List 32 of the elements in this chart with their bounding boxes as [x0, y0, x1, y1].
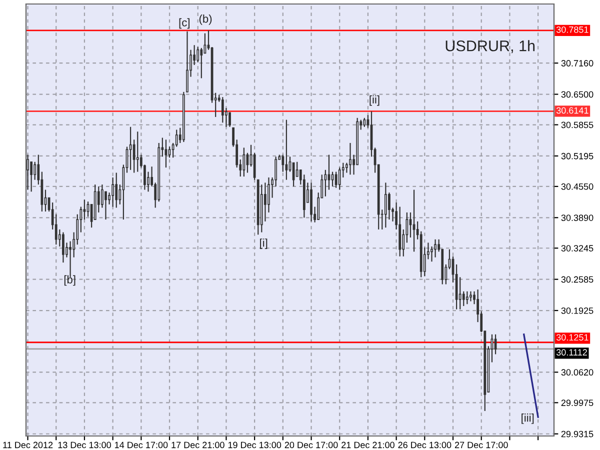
- x-tick-label: 20 Dec 17:00: [284, 442, 338, 448]
- y-tick-label: 30.3245: [561, 245, 594, 252]
- text: USDRUR, 1h: [446, 40, 535, 54]
- y-tick-label: 29.9975: [561, 400, 594, 406]
- y-tick-label: 30.5195: [561, 152, 594, 160]
- x-tick-label: 14 Dec 17:00: [115, 442, 168, 448]
- x-tick-label: 13 Dec 13:00: [58, 442, 111, 448]
- annotation: [i]: [260, 238, 268, 249]
- x-tick-label: 11 Dec 2012: [3, 442, 53, 448]
- annotation: [ii]: [370, 95, 380, 106]
- y-tick-label: 30.4550: [561, 183, 594, 190]
- y-tick-label: 30.3890: [561, 214, 594, 221]
- y-tick-label: 30.6500: [561, 91, 594, 98]
- y-tick-label: 30.1925: [561, 307, 594, 314]
- annotation: (b): [199, 14, 212, 25]
- x-tick-label: 17 Dec 21:00: [172, 442, 224, 448]
- annotation: [c]: [179, 18, 190, 29]
- y-tick-label: 29.9315: [561, 430, 594, 438]
- y-tick-label: 30.2585: [561, 276, 594, 283]
- x-tick-label: 19 Dec 13:00: [228, 442, 282, 448]
- y-tick-label: 30.5855: [561, 122, 594, 128]
- y-tick-label: 30.0620: [561, 369, 594, 376]
- ref-line-label: 30.7851: [556, 26, 588, 33]
- annotation: [b]: [64, 275, 76, 286]
- ref-line-label: 30.1251: [556, 334, 588, 341]
- ref-line-label: 30.6141: [556, 107, 588, 114]
- x-tick-label: 26 Dec 13:00: [398, 442, 452, 448]
- x-tick-label: 21 Dec 21:00: [342, 442, 394, 448]
- x-tick-label: 27 Dec 17:00: [454, 442, 508, 448]
- annotation: [iii]: [522, 414, 534, 424]
- y-tick-label: 30.7160: [561, 60, 594, 66]
- ref-line-label: 30.1112: [556, 349, 587, 356]
